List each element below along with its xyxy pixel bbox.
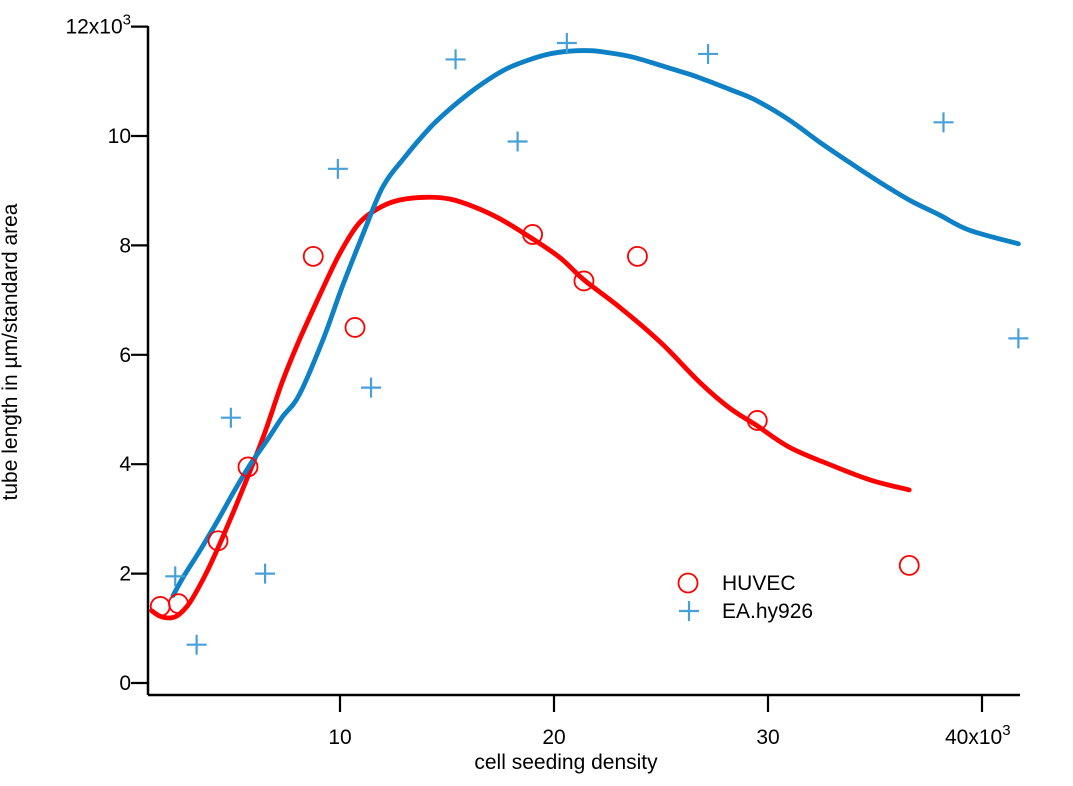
- eahy926-data-point: [327, 158, 348, 179]
- eahy926-data-point: [556, 33, 577, 54]
- huvec-fit-curve: [149, 194, 912, 621]
- y-tick-label: 6: [119, 344, 131, 367]
- legend-huvec-marker: [677, 572, 699, 594]
- huvec-data-point: [207, 530, 229, 552]
- eahy926-data-point: [507, 131, 528, 152]
- eahy926-data-point: [933, 112, 954, 133]
- y-tick-label: 8: [119, 234, 131, 257]
- eahy926-data-point: [220, 407, 241, 428]
- huvec-data-point: [522, 224, 543, 245]
- y-tick-label: 12x103: [65, 12, 131, 39]
- y-tick-label: 4: [119, 453, 131, 476]
- x-tick-label: 20: [542, 726, 565, 749]
- huvec-data-point: [573, 270, 595, 292]
- huvec-data-point: [168, 593, 189, 615]
- legend-huvec-label: HUVEC: [722, 572, 796, 595]
- x-tick-label: 30: [756, 726, 779, 749]
- eahy926-data-point: [445, 49, 466, 70]
- huvec-data-point: [237, 456, 259, 478]
- eahy926-data-point: [1008, 328, 1029, 349]
- huvec-data-point: [627, 245, 648, 267]
- eahy926-data-point: [255, 563, 276, 584]
- eahy926-data-point: [361, 377, 382, 398]
- eahy926-data-point: [186, 634, 207, 655]
- x-tick-label: 40x103: [945, 722, 1011, 749]
- legend-eahy926-marker: [679, 601, 699, 621]
- huvec-data-point: [344, 317, 366, 338]
- legend-eahy926-label: EA.hy926: [722, 600, 813, 623]
- eahy926-data-point: [698, 43, 719, 64]
- y-tick-label: 10: [108, 125, 131, 148]
- eahy926-data-point: [165, 566, 186, 587]
- huvec-data-point: [746, 410, 768, 431]
- x-tick-label: 10: [328, 726, 351, 749]
- eahy926-fit-curve: [170, 48, 1021, 598]
- y-axis-title: tube length in µm/standard area: [0, 203, 22, 500]
- huvec-data-point: [898, 554, 920, 576]
- y-tick-label: 0: [119, 672, 131, 695]
- y-tick-label: 2: [119, 563, 131, 586]
- x-axis-title: cell seeding density: [474, 751, 658, 774]
- huvec-data-point: [302, 245, 324, 267]
- huvec-data-point: [149, 596, 171, 617]
